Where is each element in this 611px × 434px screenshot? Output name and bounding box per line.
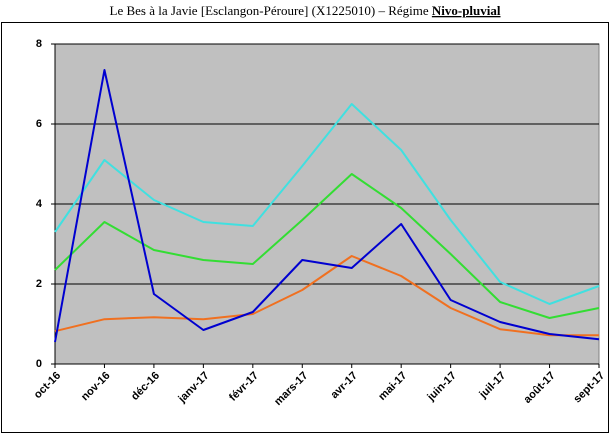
x-tick-label: avr-17 <box>328 370 359 401</box>
series-line <box>54 69 600 343</box>
y-tick-label: 2 <box>36 278 42 290</box>
x-tick-label: janv-17 <box>176 370 212 406</box>
chart-title: Le Bes à la Javie [Esclangon-Péroure] (X… <box>110 3 501 18</box>
x-tick-label: déc-16 <box>129 370 162 403</box>
x-tick-label: mars-17 <box>272 370 310 408</box>
title-text: Le Bes à la Javie [Esclangon-Péroure] (X… <box>110 3 429 18</box>
x-tick-label: juil-17 <box>477 370 509 402</box>
y-tick-label: 6 <box>36 118 42 130</box>
x-tick-label: août-17 <box>522 370 558 406</box>
x-tick-label: févr-17 <box>227 370 261 404</box>
x-tick-label: sept-17 <box>571 370 607 406</box>
x-tick-label: nov-16 <box>79 370 113 404</box>
y-tick-label: 8 <box>36 38 42 50</box>
x-tick-label: oct-16 <box>32 370 63 401</box>
title-regime: Nivo-pluvial <box>432 3 501 18</box>
y-tick-label: 0 <box>36 358 42 370</box>
series-line <box>54 103 600 305</box>
x-tick-label: mai-17 <box>376 370 409 403</box>
series-line <box>54 255 599 337</box>
y-tick-label: 4 <box>36 198 43 210</box>
series-line <box>54 173 600 319</box>
x-tick-label: juin-17 <box>425 370 459 404</box>
chart-frame <box>1 22 609 433</box>
